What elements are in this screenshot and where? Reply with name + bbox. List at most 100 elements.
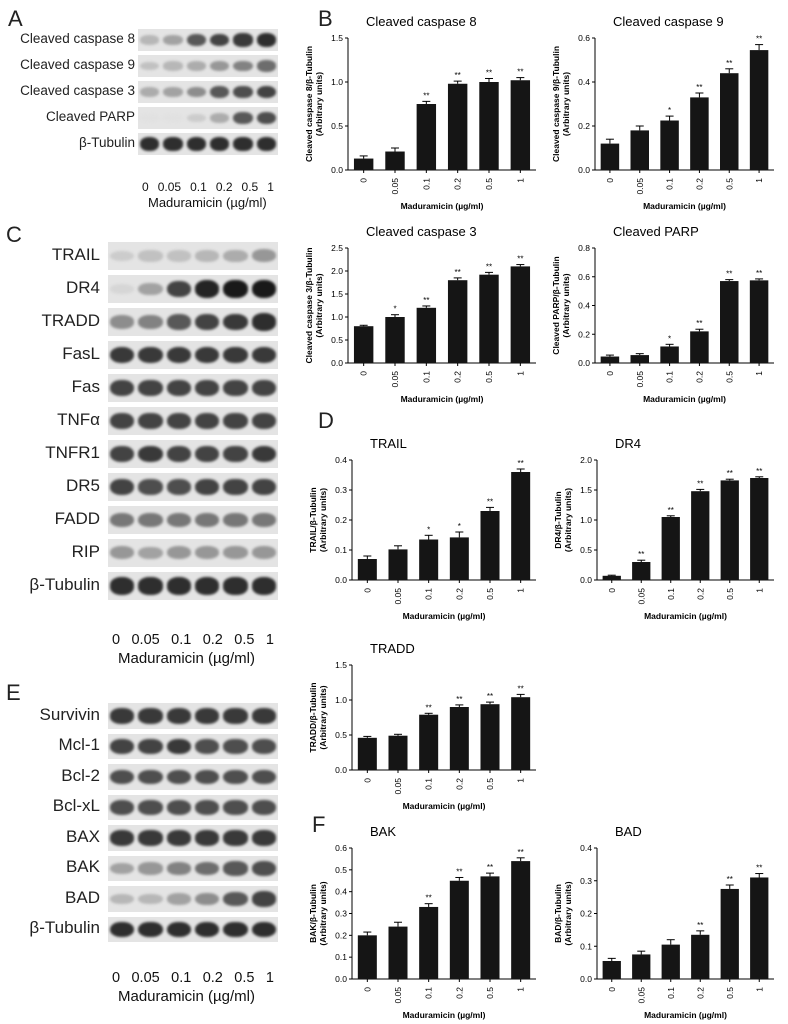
x-tick-label: 0.5: [484, 178, 494, 190]
panel-letter-e: E: [6, 680, 21, 705]
bar: [661, 944, 680, 979]
blot-row-beta-tubulin: [108, 916, 278, 943]
blot-band: [166, 800, 191, 815]
y-axis-title-line: (Arbitrary units): [563, 488, 573, 552]
blot-band: [110, 862, 135, 875]
x-tick-label: 0: [359, 371, 369, 376]
blot-row-dr5: [108, 473, 278, 501]
blot-label-bcl-xl: Bcl-xL: [52, 796, 100, 816]
chart-cleaved-caspase-3: 0.0 0.5 1.0 1.5 2.0 2.5 0 * 0.05 ** 0.1 ** 0.2 ** 0.5 *…: [304, 224, 536, 404]
blot-band: [110, 445, 135, 463]
blot-label-cleaved-caspase-8: Cleaved caspase 8: [20, 31, 135, 47]
y-axis-title: Cleaved caspase 8/β-Tubulin(Arbitrary un…: [304, 46, 324, 162]
dose-label: 0: [142, 180, 149, 194]
y-axis-title-line: TRADD/β-Tubulin: [308, 682, 318, 752]
blot-band: [195, 313, 220, 331]
dose-label: 0.5: [234, 970, 255, 986]
dose-label: 0.05: [131, 632, 160, 648]
y-axis-title-line: BAD/β-Tubulin: [553, 884, 563, 943]
dose-label: 0.5: [234, 632, 255, 648]
y-tick-label: 0.2: [335, 515, 347, 525]
bar: [720, 73, 739, 170]
dose-label: 0: [112, 970, 121, 986]
blot-band: [251, 861, 276, 876]
blot-band: [195, 739, 220, 754]
y-axis-title: Cleaved PARP/β-Tubulin(Arbitrary units): [551, 256, 571, 354]
panel-letter-b: B: [318, 6, 333, 31]
x-tick-label: 1: [516, 778, 526, 783]
bar: [720, 480, 739, 580]
y-tick-label: 0.0: [578, 358, 590, 368]
bar: [600, 143, 620, 170]
blot-x-axis-title: Maduramicin (µg/ml): [148, 195, 267, 210]
significance-marker: **: [756, 864, 762, 873]
x-tick-label: 0.2: [453, 371, 463, 383]
y-tick-label: 0.6: [335, 843, 347, 853]
blot-band: [138, 830, 163, 846]
blot-row-tnfalpha: [108, 407, 278, 435]
y-tick-label: 1.0: [335, 695, 347, 705]
blot-x-axis-title: Maduramicin (µg/ml): [118, 988, 255, 1005]
significance-marker: *: [393, 305, 396, 314]
x-axis-title: Maduramicin (µg/ml): [643, 201, 726, 211]
blot-band: [223, 708, 248, 724]
bar: [449, 707, 469, 770]
y-axis-title-line: (Arbitrary units): [563, 881, 573, 945]
chart-title: TRAIL: [370, 436, 407, 451]
significance-marker: *: [668, 334, 671, 343]
y-tick-label: 0.0: [580, 575, 592, 585]
y-tick-label: 2.0: [331, 266, 343, 276]
dose-label: 1: [265, 632, 274, 648]
x-tick-label: 0.05: [636, 588, 646, 605]
y-axis-title-line: (Arbitrary units): [318, 881, 328, 945]
blot-band: [186, 33, 206, 47]
blot-band: [223, 800, 248, 815]
x-tick-label: 0.05: [390, 371, 400, 388]
significance-marker: **: [487, 692, 493, 701]
blot-band: [223, 891, 248, 907]
bar: [602, 575, 621, 580]
blot-band: [166, 830, 191, 846]
blot-band: [138, 512, 163, 528]
x-tick-label: 0.5: [725, 987, 735, 999]
dose-label: 0.5: [241, 180, 259, 194]
y-tick-label: 1.0: [331, 77, 343, 87]
blot-label-fasl: FasL: [62, 343, 100, 363]
x-tick-label: 1: [516, 987, 526, 992]
blot-row-bcl-xl: [108, 794, 278, 821]
blot-row-beta-tubulin: [138, 133, 278, 155]
bar: [419, 714, 439, 770]
blot-band: [251, 346, 276, 364]
y-tick-label: 0.6: [578, 272, 590, 282]
chart-bak: 0.0 0.1 0.2 0.3 0.4 0.5 0.6 0 0.05 ** 0.1 ** 0.2 ** 0.…: [308, 824, 536, 1020]
bar: [388, 926, 408, 979]
chart-title: Cleaved PARP: [613, 224, 699, 239]
bar: [632, 562, 651, 580]
blot-band: [251, 412, 276, 430]
blot-band: [223, 478, 248, 496]
bar: [510, 80, 531, 170]
blot-row-beta-tubulin: [108, 572, 278, 600]
blot-label-beta-tubulin: β-Tubulin: [29, 574, 100, 594]
blot-label-bcl-2: Bcl-2: [61, 765, 100, 785]
blot-band: [138, 738, 163, 755]
blot-band: [233, 137, 253, 151]
blot-band: [195, 546, 220, 560]
bar: [630, 355, 649, 363]
blot-band: [195, 346, 220, 364]
y-axis-title-line: DR4/β-Tubulin: [553, 491, 563, 548]
blot-band: [251, 478, 276, 496]
panel-letter-d: D: [318, 408, 334, 433]
significance-marker: **: [517, 68, 523, 77]
significance-marker: **: [756, 269, 762, 278]
y-tick-label: 0.0: [580, 974, 592, 984]
blot-row-bak: [108, 855, 278, 882]
blot-band: [140, 114, 160, 122]
blot-band: [195, 280, 220, 298]
blot-band: [138, 708, 163, 724]
bar: [602, 960, 621, 979]
bar: [661, 517, 680, 580]
blot-row-fasl: [108, 341, 278, 369]
x-axis-title: Maduramicin (µg/ml): [644, 611, 727, 621]
significance-marker: **: [517, 255, 523, 264]
